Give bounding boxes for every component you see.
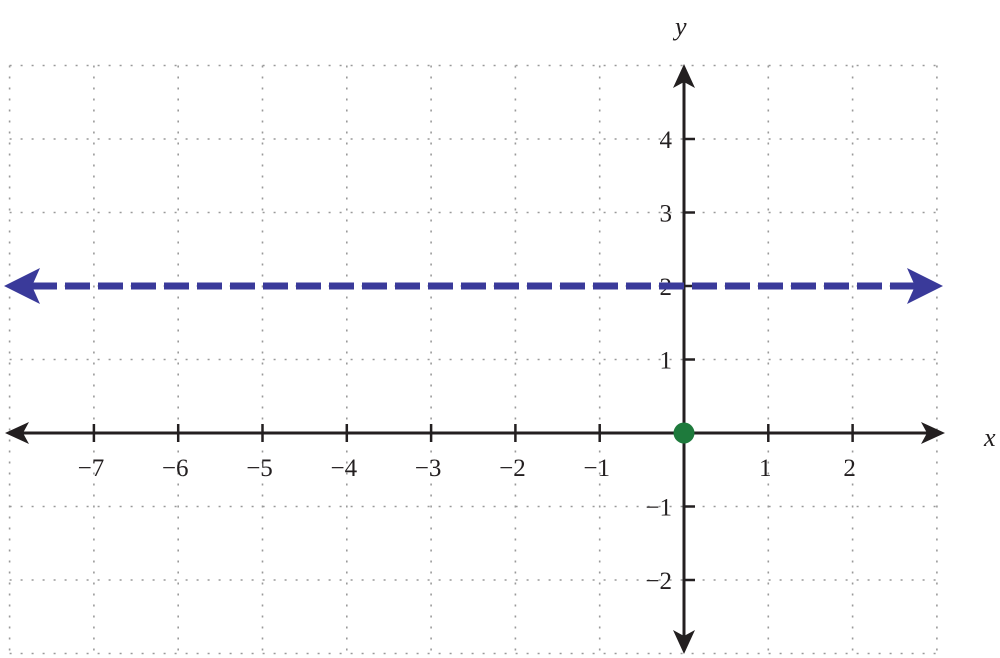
y-tick-label: −2 — [645, 568, 672, 595]
y-tick-label: 1 — [660, 348, 673, 375]
grid — [8, 64, 938, 655]
y-tick-label: 3 — [660, 201, 673, 228]
x-tick-label: −4 — [330, 455, 357, 482]
x-tick-label: −1 — [583, 455, 610, 482]
x-tick-label: −7 — [78, 455, 105, 482]
x-tick-label: −5 — [246, 455, 273, 482]
x-axis-label: x — [983, 423, 996, 452]
x-tick-label: −2 — [499, 455, 526, 482]
line-right-arrow-icon — [907, 268, 943, 304]
x-tick-label: −3 — [415, 455, 442, 482]
axes — [5, 64, 945, 654]
y-axis-label: y — [672, 12, 687, 41]
y-tick-label: 4 — [660, 127, 673, 154]
y-axis-down-arrow-icon — [673, 630, 695, 654]
point-origin — [673, 422, 695, 444]
ticks: −7−6−5−4−3−2−112−2−11234 — [78, 127, 856, 595]
x-tick-label: 2 — [843, 455, 856, 482]
line-left-arrow-icon — [4, 268, 40, 304]
x-tick-label: 1 — [759, 455, 772, 482]
x-tick-label: −6 — [162, 455, 189, 482]
y-axis-up-arrow-icon — [673, 64, 695, 88]
x-axis-left-arrow-icon — [5, 422, 29, 444]
x-axis-right-arrow-icon — [921, 422, 945, 444]
series — [4, 268, 943, 444]
y-tick-label: −1 — [645, 495, 672, 522]
